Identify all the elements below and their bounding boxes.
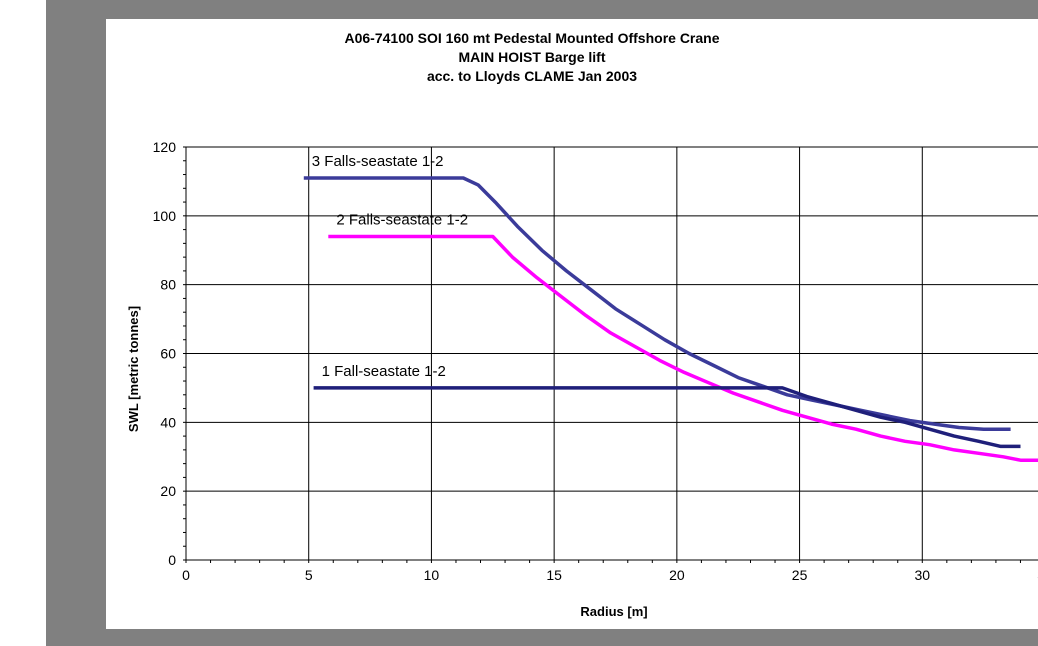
x-axis-title: Radius [m] [580,604,647,619]
x-tick-label: 30 [914,567,930,583]
y-tick-label: 0 [168,552,176,568]
x-tick-label: 10 [424,567,440,583]
series-group [303,176,1038,462]
series-labels: 3 Falls-seastate 1-2 2 Falls-seastate 1-2… [312,153,468,380]
chart-frame: A06-74100 SOI 160 mt Pedestal Mounted Of… [46,0,1038,646]
series-label-1: 3 Falls-seastate 1-2 [312,153,444,170]
axes: 05101520253035020406080100120 [153,139,1038,583]
chart-title-line-3: acc. to Lloyds CLAME Jan 2003 [427,68,637,84]
chart-area: A06-74100 SOI 160 mt Pedestal Mounted Of… [106,19,1038,629]
y-tick-label: 40 [160,414,176,430]
series-label-3: 1 Fall-seastate 1-2 [322,363,446,380]
y-tick-label: 120 [153,139,177,155]
x-tick-label: 20 [669,567,685,583]
y-axis-title: SWL [metric tonnes] [126,306,141,432]
chart-title-line-1: A06-74100 SOI 160 mt Pedestal Mounted Of… [344,30,719,46]
y-tick-label: 80 [160,277,176,293]
y-tick-label: 60 [160,346,176,362]
series-line-1 [303,176,1011,431]
series-label-2: 2 Falls-seastate 1-2 [336,211,468,228]
series-line-2 [328,234,1038,462]
chart-title-line-2: MAIN HOIST Barge lift [458,49,605,65]
series-line-3 [313,386,1021,449]
y-tick-label: 100 [153,208,177,224]
y-tick-label: 20 [160,483,176,499]
chart-svg: A06-74100 SOI 160 mt Pedestal Mounted Of… [126,30,1038,619]
x-tick-label: 25 [792,567,808,583]
x-tick-label: 5 [305,567,313,583]
x-tick-label: 15 [546,567,562,583]
x-tick-label: 0 [182,567,190,583]
grid [186,146,1038,560]
